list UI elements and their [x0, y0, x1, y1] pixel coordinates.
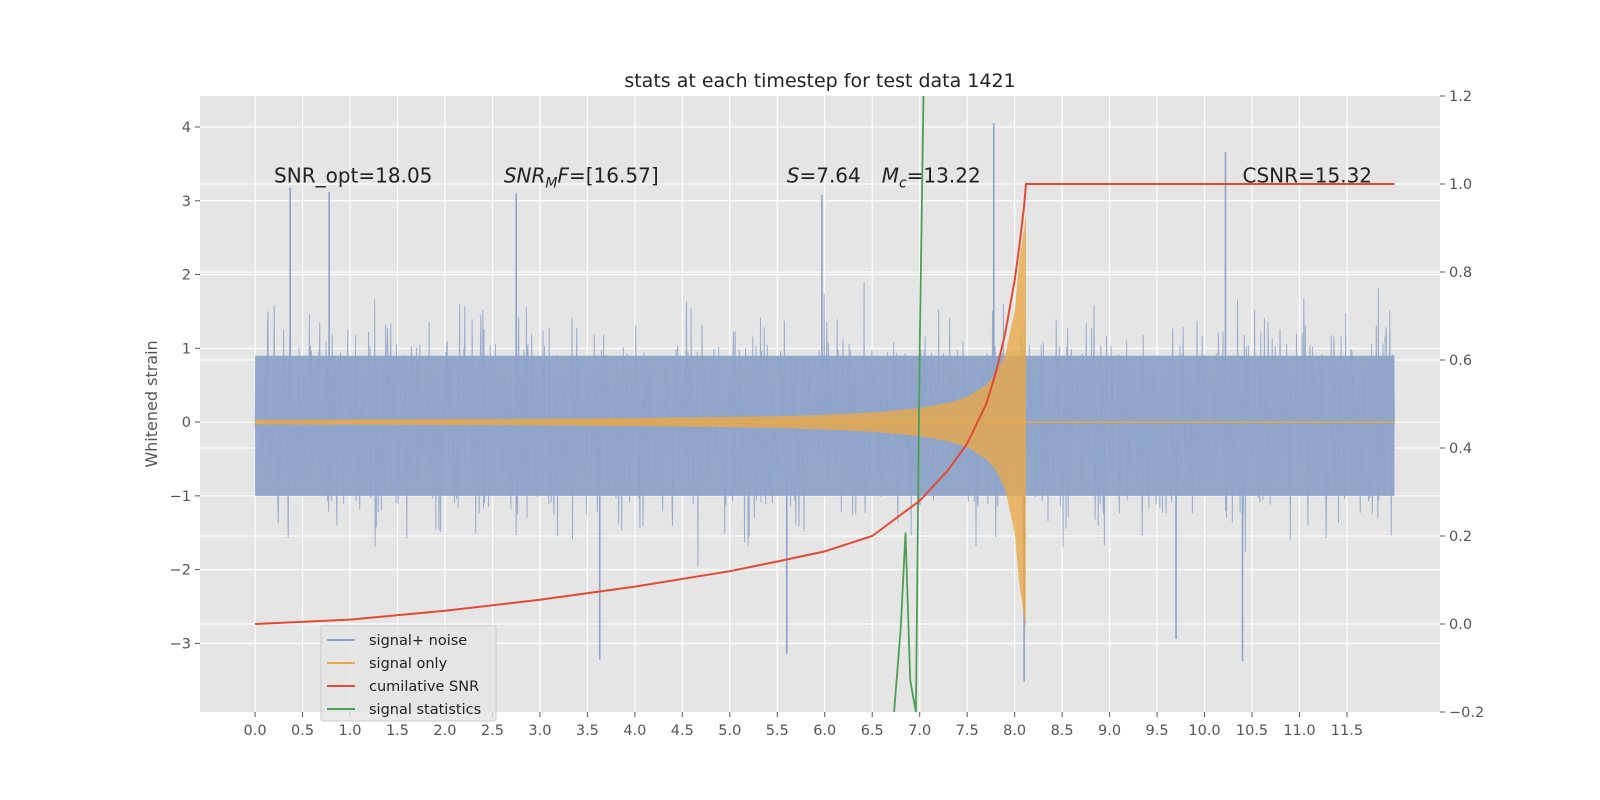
y-tick-label: 4 — [182, 120, 191, 136]
chart-title: stats at each timestep for test data 142… — [624, 70, 1015, 92]
x-tick-label: 0.5 — [291, 723, 314, 739]
annotation-value: =7.64 — [799, 163, 860, 187]
annotation-suffix: F — [557, 163, 569, 187]
annotation-snr-opt: SNR_opt=18.05 — [274, 163, 432, 187]
annotation-csnr: CSNR=15.32 — [1243, 163, 1373, 187]
y-tick-label: −1 — [170, 489, 191, 505]
legend-label: signal statistics — [369, 702, 481, 718]
annotation-s-value: S=7.64 — [787, 163, 861, 187]
x-tick-label: 9.0 — [1098, 723, 1121, 739]
x-tick-label: 4.5 — [671, 723, 694, 739]
x-tick-label: 7.0 — [908, 723, 931, 739]
annotations: SNR_opt=18.05 SNRMF=[16.57] S=7.64 Mc=13.22… — [274, 163, 1372, 191]
y-tick-label: 0 — [182, 415, 191, 431]
legend-box — [320, 625, 497, 722]
y2-tick-label: 0.4 — [1449, 441, 1472, 457]
x-tick-label: 1.5 — [386, 723, 409, 739]
axes-layer: 0.0 0.5 1.0 1.5 2.0 2.5 3.0 3.5 4.0 4.5 5.0 5.5 6.0 6… — [170, 89, 1485, 739]
series-signal-statistics-line — [893, 95, 925, 713]
x-tick-label: 8.5 — [1051, 723, 1074, 739]
annotation-text: SNR_opt=18.05 — [274, 163, 432, 187]
series-layer — [254, 95, 1395, 713]
annotation-value: =13.22 — [907, 163, 981, 187]
legend-label: signal+ noise — [369, 633, 467, 649]
x-tick-label: 2.0 — [433, 723, 456, 739]
x-tick-label: 3.5 — [576, 723, 599, 739]
legend: signal+ noise signal only cumilative SNR si… — [320, 625, 497, 722]
annotation-subscript: M — [545, 175, 557, 191]
x-tick-label: 9.5 — [1146, 723, 1169, 739]
annotation-text: CSNR=15.32 — [1243, 163, 1373, 187]
x-tick-label: 6.0 — [813, 723, 836, 739]
x-tick-label: 10.0 — [1188, 723, 1220, 739]
y2-tick-label: −0.2 — [1449, 705, 1484, 721]
x-tick-label: 2.5 — [481, 723, 504, 739]
x-tick-label: 7.5 — [956, 723, 979, 739]
y-tick-label: −3 — [170, 636, 191, 652]
x-tick-label: 11.0 — [1283, 723, 1315, 739]
annotation-mc-value: Mc=13.22 — [882, 163, 981, 191]
y-tick-label: 2 — [182, 268, 191, 284]
annotation-snr-mf: SNRMF=[16.57] — [504, 163, 659, 191]
y-tick-label: 3 — [182, 194, 191, 210]
y2-tick-label: 0.2 — [1449, 529, 1472, 545]
annotation-symbol: SNR — [504, 163, 546, 187]
y2-tick-label: 0.8 — [1449, 265, 1472, 281]
y2-tick-label: 0.6 — [1449, 353, 1472, 369]
legend-label: cumilative SNR — [369, 679, 479, 695]
x-tick-label: 6.5 — [861, 723, 884, 739]
x-tick-label: 11.5 — [1331, 723, 1363, 739]
y-tick-label: −2 — [170, 563, 191, 579]
annotation-subscript: c — [899, 175, 907, 191]
annotation-value: =[16.57] — [569, 163, 659, 187]
annotation-symbol: S — [787, 163, 800, 187]
y2-tick-label: 1.2 — [1449, 89, 1472, 105]
legend-label: signal only — [369, 656, 448, 672]
annotation-symbol: M — [882, 163, 899, 187]
series-cumulative-snr-line — [255, 183, 1395, 625]
x-tick-label: 10.5 — [1236, 723, 1268, 739]
y2-tick-label: 0.0 — [1449, 617, 1472, 633]
x-tick-label: 3.0 — [528, 723, 551, 739]
y-tick-label: 1 — [182, 341, 191, 357]
x-tick-label: 0.0 — [244, 723, 267, 739]
x-tick-label: 8.0 — [1003, 723, 1026, 739]
x-tick-label: 5.5 — [766, 723, 789, 739]
y-axis-label: Whitened strain — [142, 340, 161, 467]
y2-tick-label: 1.0 — [1449, 177, 1472, 193]
x-tick-label: 1.0 — [338, 723, 361, 739]
x-tick-label: 5.0 — [718, 723, 741, 739]
x-tick-label: 4.0 — [623, 723, 646, 739]
